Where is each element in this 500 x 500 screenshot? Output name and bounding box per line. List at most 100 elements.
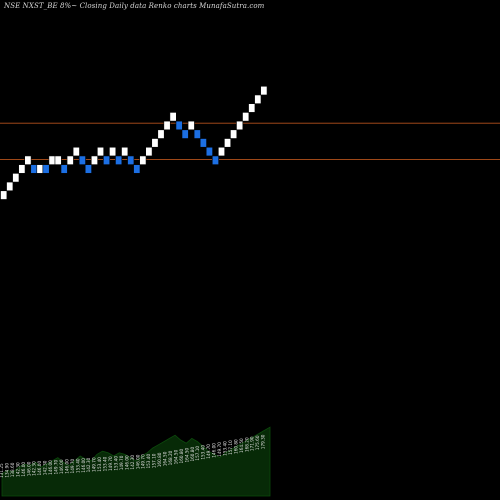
renko-brick-down xyxy=(175,120,183,131)
brick-label: 157.10 xyxy=(228,440,233,455)
brick-label: 149.70 xyxy=(54,460,59,475)
brick-label: 142.30 xyxy=(32,461,37,476)
renko-brick-up xyxy=(18,164,26,174)
renko-brick-up xyxy=(90,155,98,165)
renko-brick-down xyxy=(115,155,123,165)
renko-brick-up xyxy=(145,146,153,157)
brick-label: 153.40 xyxy=(103,456,108,471)
brick-label: 153.40 xyxy=(97,457,102,472)
brick-label: 171.90 xyxy=(250,436,255,451)
brick-label: 153.40 xyxy=(75,458,80,473)
brick-label: 146.00 xyxy=(212,443,217,458)
brick-label: 168.20 xyxy=(244,437,249,452)
brick-label: 153.40 xyxy=(201,445,206,460)
brick-label: 164.50 xyxy=(173,449,178,464)
renko-brick-down xyxy=(193,129,201,139)
renko-brick-up xyxy=(242,112,250,122)
renko-brick-up xyxy=(109,146,117,157)
brick-label: 164.50 xyxy=(239,438,244,453)
renko-brick-down xyxy=(205,146,213,157)
brick-label: 175.60 xyxy=(255,435,260,450)
renko-brick-down xyxy=(30,164,38,174)
brick-label: 160.80 xyxy=(190,447,195,462)
renko-brick-down xyxy=(42,164,50,174)
brick-label: 146.00 xyxy=(64,459,69,474)
brick-label: 153.40 xyxy=(222,441,227,456)
brick-label: 146.00 xyxy=(59,459,64,474)
brick-label: 134.90 xyxy=(4,463,9,478)
renko-brick-up xyxy=(260,85,268,96)
renko-brick-down xyxy=(84,164,92,174)
brick-label: 168.20 xyxy=(168,450,173,465)
brick-label: 157.10 xyxy=(152,453,157,468)
renko-bricks xyxy=(0,85,268,200)
renko-brick-up xyxy=(169,112,177,122)
renko-brick-up xyxy=(224,138,232,148)
renko-brick-up xyxy=(163,120,171,131)
renko-brick-down xyxy=(127,155,135,165)
brick-label: 164.50 xyxy=(184,448,189,463)
brick-label: 153.40 xyxy=(113,456,118,471)
volume-area xyxy=(1,426,271,497)
renko-brick-down xyxy=(199,138,207,148)
brick-label: 160.80 xyxy=(157,452,162,467)
renko-brick-down xyxy=(181,129,189,139)
renko-brick-up xyxy=(24,155,32,165)
renko-brick-up xyxy=(72,146,80,157)
brick-label: 142.30 xyxy=(130,455,135,470)
brick-label: 146.00 xyxy=(21,462,26,477)
brick-labels: 131.25 134.90 138.60 142.30 146.00 146.00 142.… xyxy=(0,434,266,478)
brick-label: 142.30 xyxy=(15,462,20,477)
brick-label: 142.30 xyxy=(43,460,48,475)
brick-label: 146.00 xyxy=(135,454,140,469)
renko-brick-up xyxy=(12,173,20,183)
renko-brick-up xyxy=(218,146,226,157)
renko-brick-up xyxy=(157,129,165,139)
brick-label: 149.70 xyxy=(70,458,75,473)
brick-label: 149.70 xyxy=(141,454,146,469)
renko-brick-up xyxy=(151,138,159,148)
brick-label: 131.25 xyxy=(0,463,4,478)
brick-label: 153.40 xyxy=(146,454,151,469)
brick-label: 146.00 xyxy=(37,461,42,476)
renko-brick-up xyxy=(139,155,147,165)
volume-area-path xyxy=(1,426,271,497)
brick-label: 149.70 xyxy=(217,442,222,457)
renko-brick-up xyxy=(48,155,56,165)
renko-brick-up xyxy=(121,146,129,157)
chart-title: NSE NXST_BE 8%~ Closing Daily data Renko… xyxy=(4,2,265,10)
brick-label: 164.50 xyxy=(163,451,168,466)
brick-label: 160.80 xyxy=(233,439,238,454)
renko-brick-up xyxy=(36,164,44,174)
brick-label: 149.70 xyxy=(108,456,113,471)
renko-brick-up xyxy=(6,181,14,192)
brick-label: 138.60 xyxy=(10,462,15,477)
renko-brick-up xyxy=(54,155,62,165)
brick-label: 146.00 xyxy=(26,461,31,476)
brick-label: 160.80 xyxy=(179,448,184,463)
renko-brick-down xyxy=(133,164,141,174)
renko-brick-up xyxy=(0,190,8,200)
brick-label: 149.70 xyxy=(92,457,97,472)
brick-label: 146.00 xyxy=(124,455,129,470)
brick-label: 146.00 xyxy=(48,460,53,475)
brick-label: 157.10 xyxy=(195,446,200,461)
renko-brick-up xyxy=(254,94,262,104)
renko-brick-up xyxy=(248,103,256,113)
renko-brick-down xyxy=(211,155,219,165)
brick-label: 146.00 xyxy=(81,458,86,473)
renko-brick-up xyxy=(236,120,244,131)
renko-brick-down xyxy=(78,155,86,165)
renko-brick-down xyxy=(60,164,68,174)
brick-label: 142.30 xyxy=(86,457,91,472)
brick-label: 149.70 xyxy=(119,455,124,470)
renko-brick-up xyxy=(97,146,105,157)
renko-brick-down xyxy=(103,155,111,165)
brick-label: 149.70 xyxy=(206,444,211,459)
renko-brick-up xyxy=(230,129,238,139)
renko-brick-up xyxy=(66,155,74,165)
renko-brick-up xyxy=(187,120,195,131)
brick-label: 179.30 xyxy=(261,434,266,449)
